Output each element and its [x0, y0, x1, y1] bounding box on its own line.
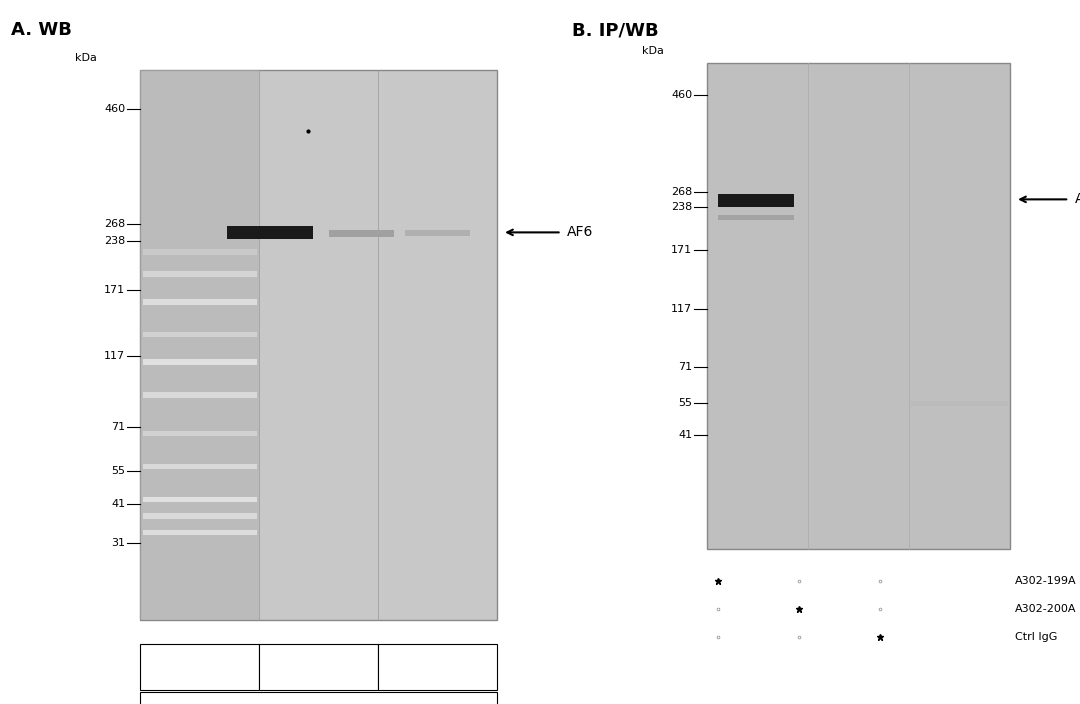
Text: B. IP/WB: B. IP/WB — [572, 21, 659, 39]
Bar — [259, 644, 378, 690]
Text: 71: 71 — [111, 422, 125, 432]
Bar — [140, 644, 259, 690]
Text: kDa: kDa — [76, 54, 97, 63]
Text: 268: 268 — [104, 219, 125, 230]
Bar — [811, 200, 907, 205]
Bar — [329, 230, 394, 237]
Text: 31: 31 — [111, 538, 125, 548]
Text: A302-200A: A302-200A — [1015, 604, 1077, 614]
Bar — [405, 230, 470, 236]
Bar — [718, 215, 794, 220]
Text: 41: 41 — [678, 430, 692, 440]
Bar — [143, 464, 257, 470]
Bar — [718, 194, 794, 207]
Text: kDa: kDa — [643, 46, 664, 56]
Bar — [143, 431, 257, 436]
Bar — [707, 63, 1010, 549]
Text: AF6: AF6 — [1075, 192, 1080, 206]
Text: 71: 71 — [678, 362, 692, 372]
Bar — [143, 332, 257, 337]
Bar — [227, 226, 313, 239]
Text: 15: 15 — [311, 660, 326, 674]
Bar — [140, 692, 497, 704]
Bar — [143, 529, 257, 535]
Bar — [143, 359, 257, 365]
Text: 460: 460 — [104, 103, 125, 114]
Text: 5: 5 — [433, 660, 442, 674]
Text: 117: 117 — [671, 303, 692, 314]
Text: 171: 171 — [671, 246, 692, 256]
Text: 238: 238 — [104, 236, 125, 246]
Text: 50: 50 — [192, 660, 207, 674]
Bar — [143, 392, 257, 398]
Bar — [143, 496, 257, 502]
Text: A. WB: A. WB — [11, 21, 71, 39]
Text: 117: 117 — [104, 351, 125, 361]
Text: 55: 55 — [111, 466, 125, 477]
Text: 171: 171 — [104, 285, 125, 295]
Bar — [378, 644, 497, 690]
Text: HeLa: HeLa — [301, 699, 336, 704]
Bar — [140, 70, 497, 620]
Text: 41: 41 — [111, 499, 125, 509]
Text: A302-199A: A302-199A — [1015, 576, 1077, 586]
Text: 238: 238 — [671, 201, 692, 212]
Bar — [143, 299, 257, 305]
Bar — [143, 249, 257, 255]
Text: 460: 460 — [671, 90, 692, 100]
Text: 268: 268 — [671, 187, 692, 197]
Text: AF6: AF6 — [567, 225, 593, 239]
Bar — [912, 401, 1008, 406]
Text: 55: 55 — [678, 398, 692, 408]
Text: Ctrl IgG: Ctrl IgG — [1015, 632, 1057, 642]
Bar — [140, 70, 259, 620]
Bar — [143, 272, 257, 277]
Bar — [143, 513, 257, 519]
